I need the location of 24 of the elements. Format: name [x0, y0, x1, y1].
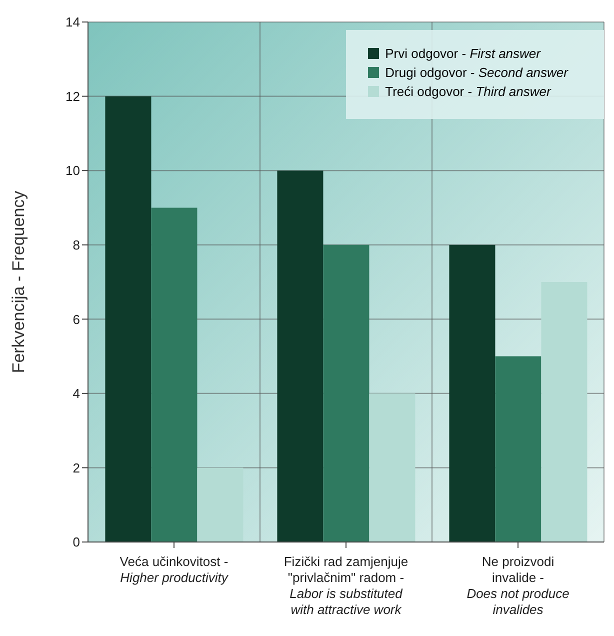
bar: [197, 468, 244, 542]
bar: [541, 282, 588, 542]
y-tick-label: 6: [72, 312, 80, 327]
y-tick-label: 10: [66, 163, 80, 178]
bar: [105, 96, 152, 542]
bar: [495, 356, 542, 542]
y-tick-label: 8: [72, 237, 80, 252]
y-axis-title: Ferkvencija - Frequency: [9, 190, 28, 374]
bar: [323, 244, 370, 542]
bar: [369, 393, 416, 542]
legend-label: Treći odgovor - Third answer: [385, 84, 551, 99]
y-tick-label: 2: [72, 460, 80, 476]
y-tick-label: 12: [66, 88, 80, 104]
y-tick-label: 14: [66, 14, 80, 30]
x-tick-label: Fizički rad zamjenjuje "privlačnim" radom - Labor is substituted with attractive work: [284, 554, 408, 617]
y-tick-label: 0: [72, 534, 80, 550]
bar: [151, 208, 198, 542]
x-tick-label: Veća učinkovitost - Higher productivity: [120, 554, 230, 585]
legend-label: Prvi odgovor - First answer: [385, 46, 540, 61]
x-tick-label: Ne proizvodi invalide - Does not produce invalides: [466, 554, 570, 617]
bar: [449, 244, 496, 542]
bar: [277, 170, 324, 542]
legend-label: Drugi odgovor - Second answer: [385, 65, 568, 80]
y-tick-label: 4: [72, 386, 80, 402]
